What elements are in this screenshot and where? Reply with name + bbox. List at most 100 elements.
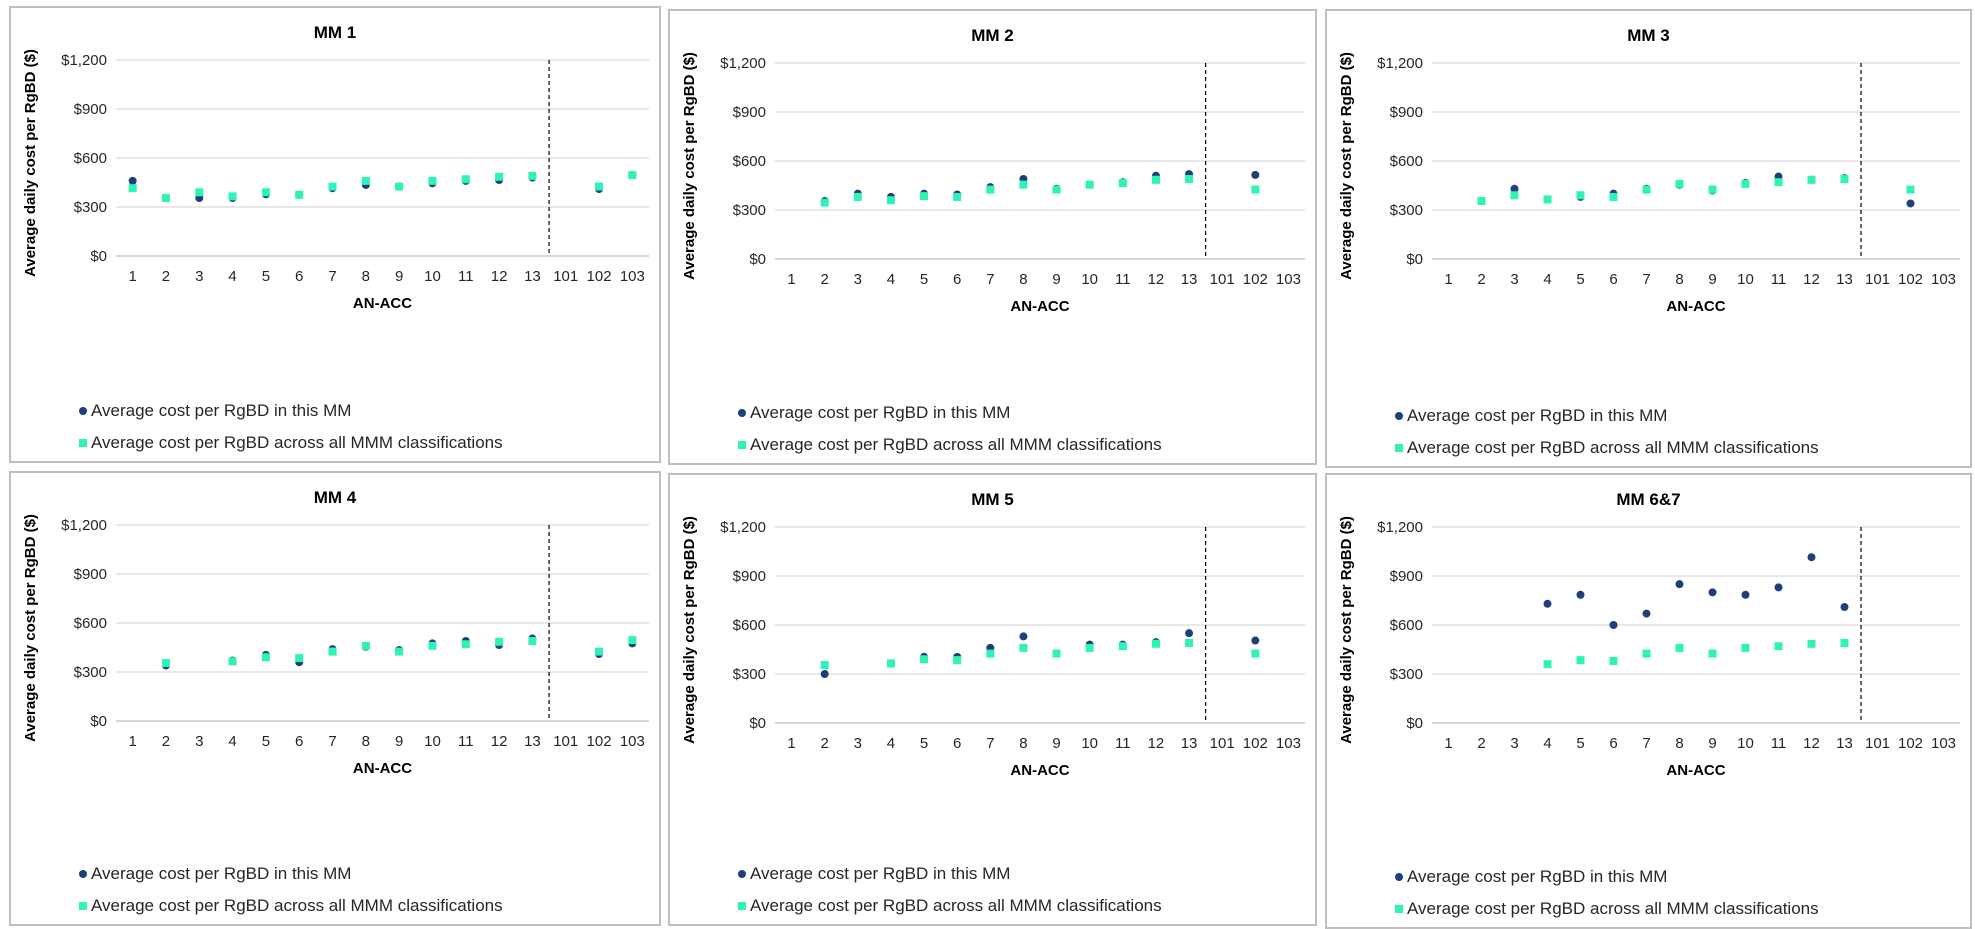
x-tick-label: 103 [1276, 735, 1301, 752]
point-all [1251, 185, 1260, 194]
chart-title: MM 1 [314, 23, 357, 42]
x-tick-label: 11 [458, 733, 474, 750]
point-all [1675, 179, 1684, 188]
x-tick-label: 2 [1477, 271, 1485, 288]
point-all [361, 641, 370, 650]
legend-marker-mm [1395, 873, 1403, 881]
y-tick-label: $0 [1406, 251, 1423, 268]
point-all [1741, 179, 1750, 188]
x-tick-label: 101 [1210, 735, 1235, 752]
x-tick-label: 3 [195, 733, 203, 750]
point-all [1741, 643, 1750, 652]
x-tick-label: 102 [1898, 271, 1923, 288]
legend-label-mm: Average cost per RgBD in this MM [91, 401, 351, 420]
x-tick-label: 103 [1931, 735, 1956, 752]
point-mm [1510, 184, 1519, 193]
point-all [428, 176, 437, 185]
y-tick-label: $900 [733, 568, 766, 585]
y-axis-label: Average daily cost per RgBD ($) [22, 49, 39, 277]
x-axis-label: AN-ACC [1010, 298, 1069, 315]
point-all [361, 176, 370, 185]
x-tick-label: 12 [1148, 735, 1165, 752]
y-tick-label: $0 [1406, 715, 1423, 732]
chart-panel-mm67: MM 6&7 $0 $300 $600 $900 $1,200 1 2 3 4 5 6 7 8 9 10 11 1… [1325, 473, 1972, 929]
point-all [1840, 174, 1849, 183]
legend-marker-all [738, 902, 746, 910]
y-axis-label: Average daily cost per RgBD ($) [1338, 52, 1355, 280]
point-all [1642, 185, 1651, 194]
point-all [395, 647, 404, 656]
chart-title: MM 3 [1627, 26, 1670, 45]
point-all [1052, 185, 1061, 194]
x-tick-label: 2 [162, 268, 170, 285]
x-tick-label: 7 [1642, 735, 1650, 752]
point-all [595, 647, 604, 656]
point-all [1609, 656, 1618, 665]
point-mm [1576, 590, 1585, 599]
x-tick-label: 9 [1708, 271, 1716, 288]
point-all [261, 653, 270, 662]
x-tick-label: 9 [395, 268, 403, 285]
y-tick-label: $0 [90, 248, 107, 265]
legend-label-mm: Average cost per RgBD in this MM [750, 403, 1010, 422]
x-tick-label: 9 [1708, 735, 1716, 752]
y-tick-label: $900 [1390, 568, 1423, 585]
chart-title: MM 2 [971, 26, 1014, 45]
y-tick-label: $1,200 [61, 52, 107, 69]
y-axis-label: Average daily cost per RgBD ($) [681, 52, 698, 280]
point-all [1085, 180, 1094, 189]
y-tick-label: $900 [733, 104, 766, 121]
point-all [953, 192, 962, 201]
x-tick-label: 13 [524, 268, 541, 285]
point-all [1807, 639, 1816, 648]
x-tick-label: 12 [491, 268, 508, 285]
x-tick-label: 103 [620, 268, 645, 285]
legend-label-all: Average cost per RgBD across all MMM cla… [91, 433, 503, 452]
x-tick-label: 6 [1609, 735, 1617, 752]
x-tick-label: 2 [821, 271, 829, 288]
chart-title: MM 4 [314, 488, 357, 507]
x-tick-label: 4 [887, 271, 895, 288]
point-all [1543, 660, 1552, 669]
point-mm [1708, 588, 1717, 597]
x-tick-label: 10 [1081, 735, 1098, 752]
x-tick-label: 7 [328, 268, 336, 285]
point-all [1251, 649, 1260, 658]
x-tick-label: 13 [1836, 271, 1853, 288]
x-tick-label: 6 [953, 271, 961, 288]
point-all [953, 656, 962, 665]
point-all [1085, 643, 1094, 652]
point-all [228, 657, 237, 666]
y-tick-label: $600 [1390, 617, 1423, 634]
point-all [128, 184, 137, 193]
y-tick-label: $300 [733, 666, 766, 683]
legend-marker-mm [79, 870, 87, 878]
point-mm [1741, 590, 1750, 599]
x-tick-label: 3 [854, 271, 862, 288]
point-mm [128, 176, 137, 185]
point-all [1019, 180, 1028, 189]
point-all [1151, 175, 1160, 184]
x-tick-label: 5 [262, 733, 270, 750]
point-all [820, 198, 829, 207]
point-all [461, 640, 470, 649]
x-tick-label: 103 [1276, 271, 1301, 288]
x-tick-label: 3 [1510, 271, 1518, 288]
y-tick-label: $0 [90, 713, 107, 730]
point-all [1510, 191, 1519, 200]
x-tick-label: 10 [1737, 271, 1754, 288]
legend-label-mm: Average cost per RgBD in this MM [1407, 406, 1667, 425]
point-all [1543, 195, 1552, 204]
point-all [528, 171, 537, 180]
point-all [161, 659, 170, 668]
y-tick-label: $300 [1390, 202, 1423, 219]
x-tick-label: 10 [1737, 735, 1754, 752]
chart-title: MM 5 [971, 490, 1014, 509]
x-tick-label: 13 [1836, 735, 1853, 752]
x-tick-label: 3 [1510, 735, 1518, 752]
point-all [1774, 642, 1783, 651]
legend-marker-all [79, 902, 87, 910]
x-tick-label: 1 [1444, 271, 1452, 288]
